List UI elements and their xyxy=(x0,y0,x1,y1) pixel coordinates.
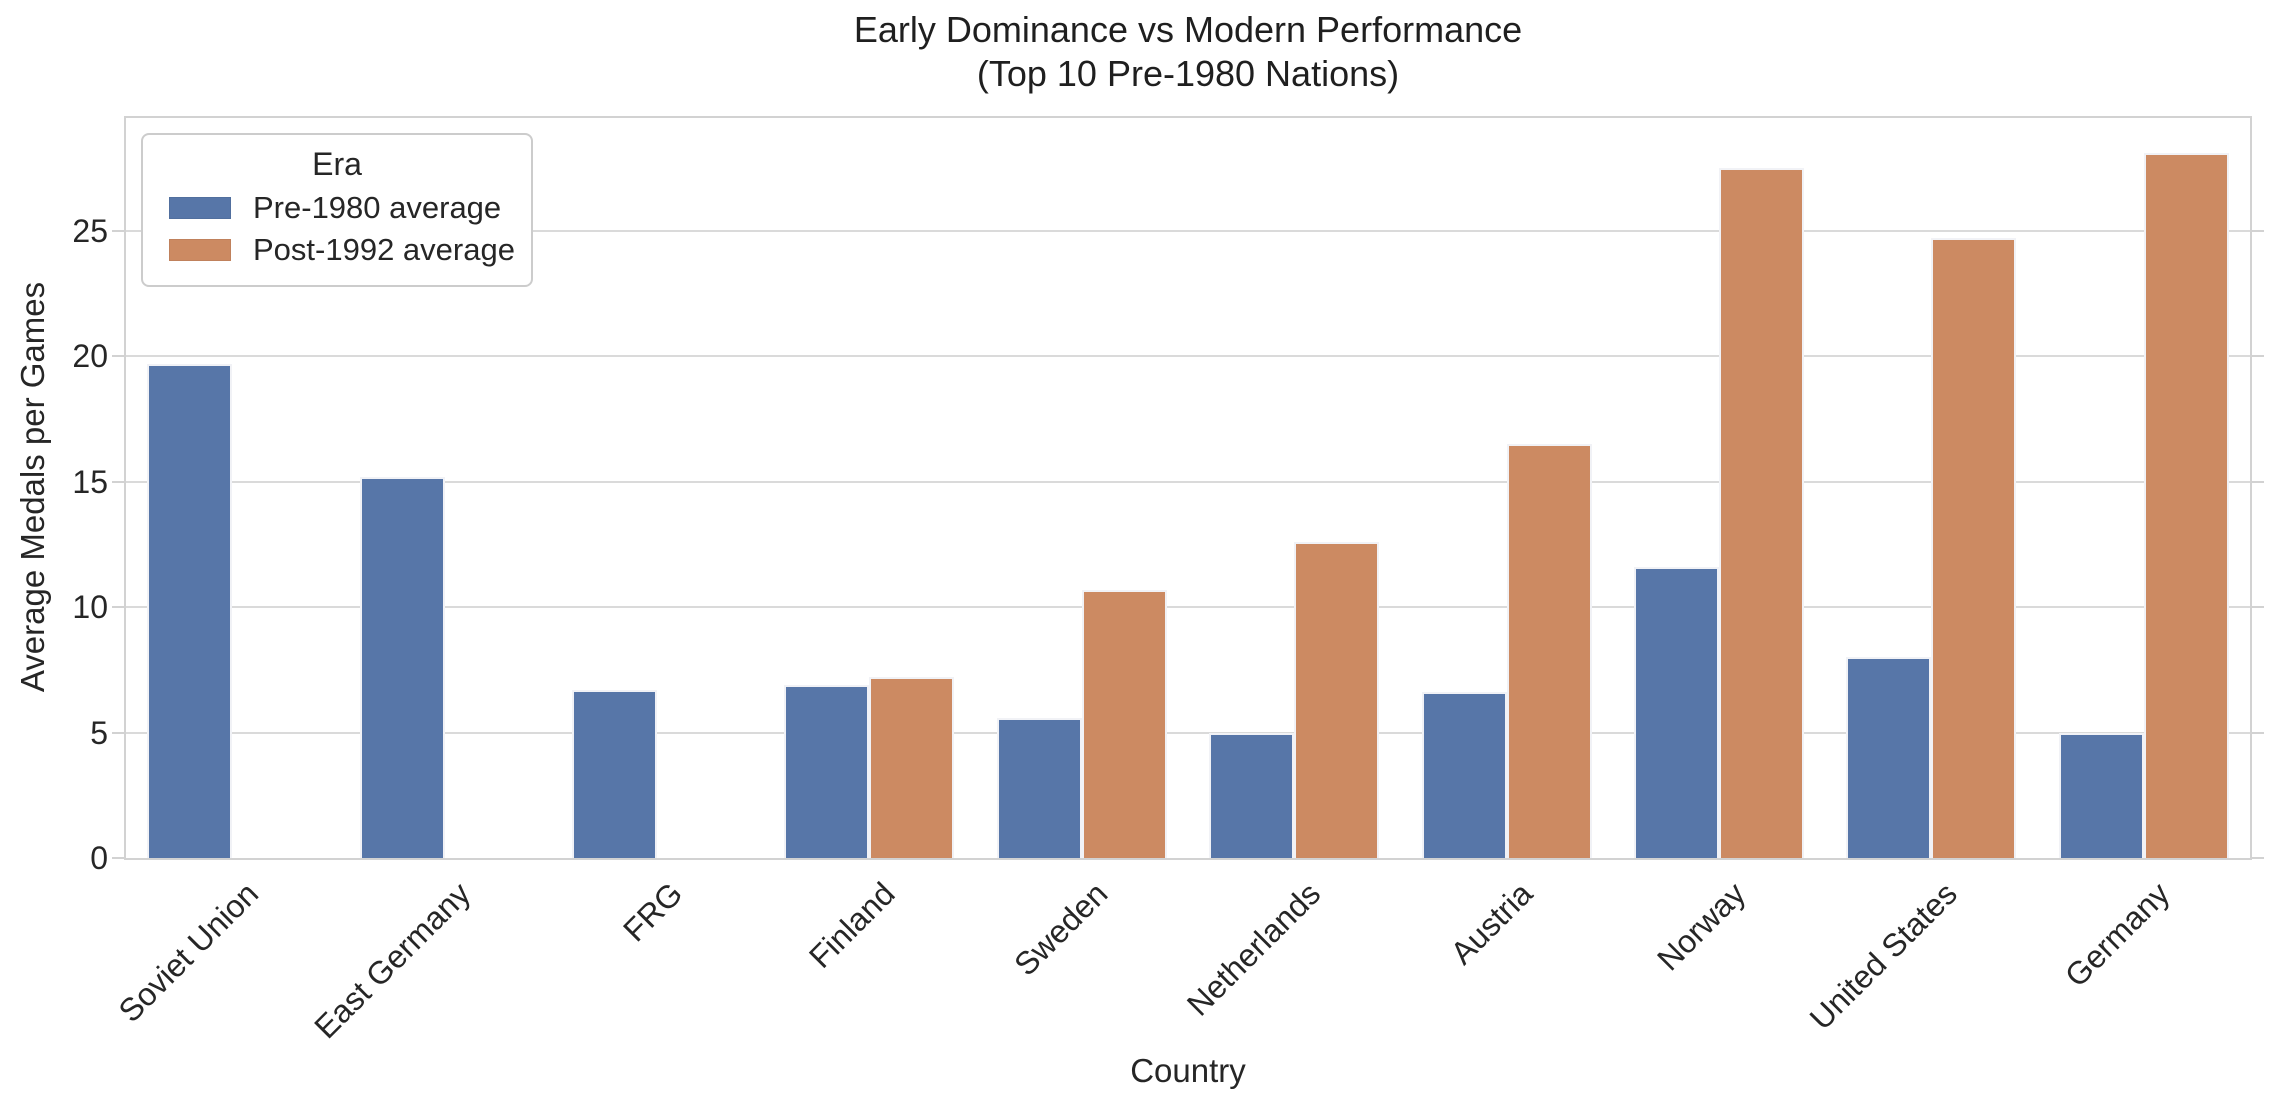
bar-pre-1980-average-sweden xyxy=(996,717,1082,858)
y-tick-mark-right-15 xyxy=(2252,480,2264,483)
y-tick-mark-left-10 xyxy=(112,606,124,609)
y-tick-mark-left-5 xyxy=(112,731,124,734)
y-axis-label: Average Medals per Games xyxy=(14,281,51,693)
bar-pre-1980-average-norway xyxy=(1634,567,1719,858)
bar-pre-1980-average-soviet-union xyxy=(147,363,233,858)
y-tick-label-20: 20 xyxy=(72,338,108,375)
legend-title: Era xyxy=(312,146,362,182)
x-tick-label-sweden: Sweden xyxy=(1007,875,1115,983)
bar-post-1992-average-netherlands xyxy=(1294,541,1380,858)
bar-pre-1980-average-austria xyxy=(1421,692,1507,858)
bar-pre-1980-average-finland xyxy=(784,684,870,858)
legend-label-pre-1980-average: Pre-1980 average xyxy=(253,190,502,225)
y-tick-mark-right-10 xyxy=(2252,606,2264,609)
legend: Era Pre-1980 average Post-1992 average xyxy=(141,133,533,287)
bar-pre-1980-average-frg xyxy=(572,689,657,858)
bar-pre-1980-average-united-states xyxy=(1846,657,1932,858)
bar-post-1992-average-germany xyxy=(2143,153,2229,858)
x-tick-label-netherlands: Netherlands xyxy=(1179,875,1327,1023)
bar-pre-1980-average-east-germany xyxy=(359,476,445,858)
y-tick-mark-right-0 xyxy=(2252,857,2264,859)
y-tick-mark-right-5 xyxy=(2252,731,2264,734)
legend-entry-post-1992-average: Post-1992 average xyxy=(161,229,515,271)
legend-swatch-post-1992-average xyxy=(169,239,231,261)
y-tick-mark-left-25 xyxy=(112,229,124,232)
y-tick-mark-left-20 xyxy=(112,355,124,358)
x-tick-label-germany: Germany xyxy=(2058,875,2177,994)
x-tick-label-east-germany: East Germany xyxy=(307,875,478,1046)
bar-pre-1980-average-germany xyxy=(2058,732,2144,858)
gridline-y-20 xyxy=(126,355,2250,358)
gridline-y-25 xyxy=(126,229,2250,232)
chart-title: Early Dominance vs Modern Performance (T… xyxy=(124,8,2252,96)
y-tick-mark-left-15 xyxy=(112,480,124,483)
y-tick-mark-right-25 xyxy=(2252,229,2264,232)
legend-entries: Pre-1980 average Post-1992 average xyxy=(161,187,515,271)
gridline-y-5 xyxy=(126,731,2250,734)
bar-post-1992-average-united-states xyxy=(1931,238,2017,858)
x-tick-label-frg: FRG xyxy=(616,875,690,949)
bar-post-1992-average-austria xyxy=(1506,444,1592,858)
x-tick-label-norway: Norway xyxy=(1649,875,1752,978)
bar-post-1992-average-sweden xyxy=(1081,589,1167,858)
bar-pre-1980-average-netherlands xyxy=(1209,732,1295,858)
x-tick-label-soviet-union: Soviet Union xyxy=(111,875,265,1030)
chart-title-line1: Early Dominance vs Modern Performance xyxy=(853,9,1523,50)
y-tick-label-10: 10 xyxy=(72,589,108,626)
y-tick-label-0: 0 xyxy=(90,840,108,876)
x-tick-label-austria: Austria xyxy=(1443,875,1540,972)
x-tick-label-finland: Finland xyxy=(802,875,903,975)
x-axis-label: Country xyxy=(1130,1052,1246,1089)
y-tick-label-5: 5 xyxy=(90,714,108,751)
y-tick-mark-right-20 xyxy=(2252,355,2264,358)
legend-entry-pre-1980-average: Pre-1980 average xyxy=(161,187,513,229)
chart-title-line2: (Top 10 Pre-1980 Nations) xyxy=(976,53,1400,94)
y-tick-mark-left-0 xyxy=(112,857,124,859)
legend-label-post-1992-average: Post-1992 average xyxy=(253,232,515,267)
legend-swatch-pre-1980-average xyxy=(169,197,231,219)
gridline-y-15 xyxy=(126,480,2250,483)
bar-post-1992-average-finland xyxy=(869,677,955,858)
bar-post-1992-average-norway xyxy=(1719,168,1804,858)
gridline-y-10 xyxy=(126,606,2250,609)
x-tick-label-united-states: United States xyxy=(1802,875,1965,1037)
y-tick-label-25: 25 xyxy=(72,212,108,249)
y-tick-label-15: 15 xyxy=(72,463,108,500)
